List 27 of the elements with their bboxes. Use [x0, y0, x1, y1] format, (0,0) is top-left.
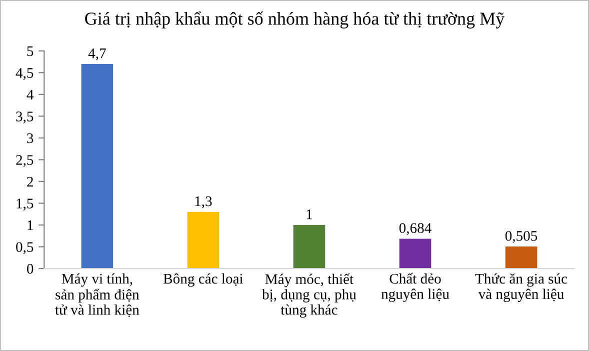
data-label: 1,3 — [195, 196, 212, 208]
x-tick-label: Bông các loại — [164, 273, 244, 287]
chart-title: Giá trị nhập khẩu một số nhóm hàng hóa từ thị trường Mỹ — [85, 11, 505, 28]
x-tick-label: Thức ăn gia súc và nguyên liệu — [475, 273, 568, 302]
y-tick-label: 3 — [27, 133, 34, 144]
data-label: 1 — [306, 209, 312, 220]
y-tick-label: 3,5 — [16, 112, 34, 124]
y-tick-label: 2,5 — [16, 155, 34, 168]
x-tick-label: Máy móc, thiết bị, dụng cụ, phụ tùng khác — [262, 273, 356, 318]
data-label: 0,684 — [399, 223, 432, 236]
data-label: 0,505 — [505, 230, 538, 243]
bar — [187, 212, 220, 269]
bar — [505, 246, 538, 269]
bar — [399, 238, 432, 269]
y-tick-label: 4 — [26, 90, 34, 100]
y-tick-label: 0,5 — [16, 242, 34, 254]
y-tick-label: 1,5 — [16, 198, 34, 211]
y-tick-label: 1 — [28, 220, 33, 230]
y-tick-label: 0 — [27, 264, 34, 274]
y-tick-label: 4,5 — [16, 68, 34, 80]
x-tick-label: Máy vi tính, sản phẩm điện tử và linh kiện — [55, 273, 140, 318]
x-tick-label: Chất dẻo nguyên liệu — [381, 272, 450, 302]
bar — [81, 64, 114, 269]
data-label: 4,7 — [88, 48, 106, 60]
y-tick-label: 2 — [27, 176, 33, 187]
bar — [293, 224, 326, 269]
y-tick-label: 5 — [27, 46, 34, 56]
